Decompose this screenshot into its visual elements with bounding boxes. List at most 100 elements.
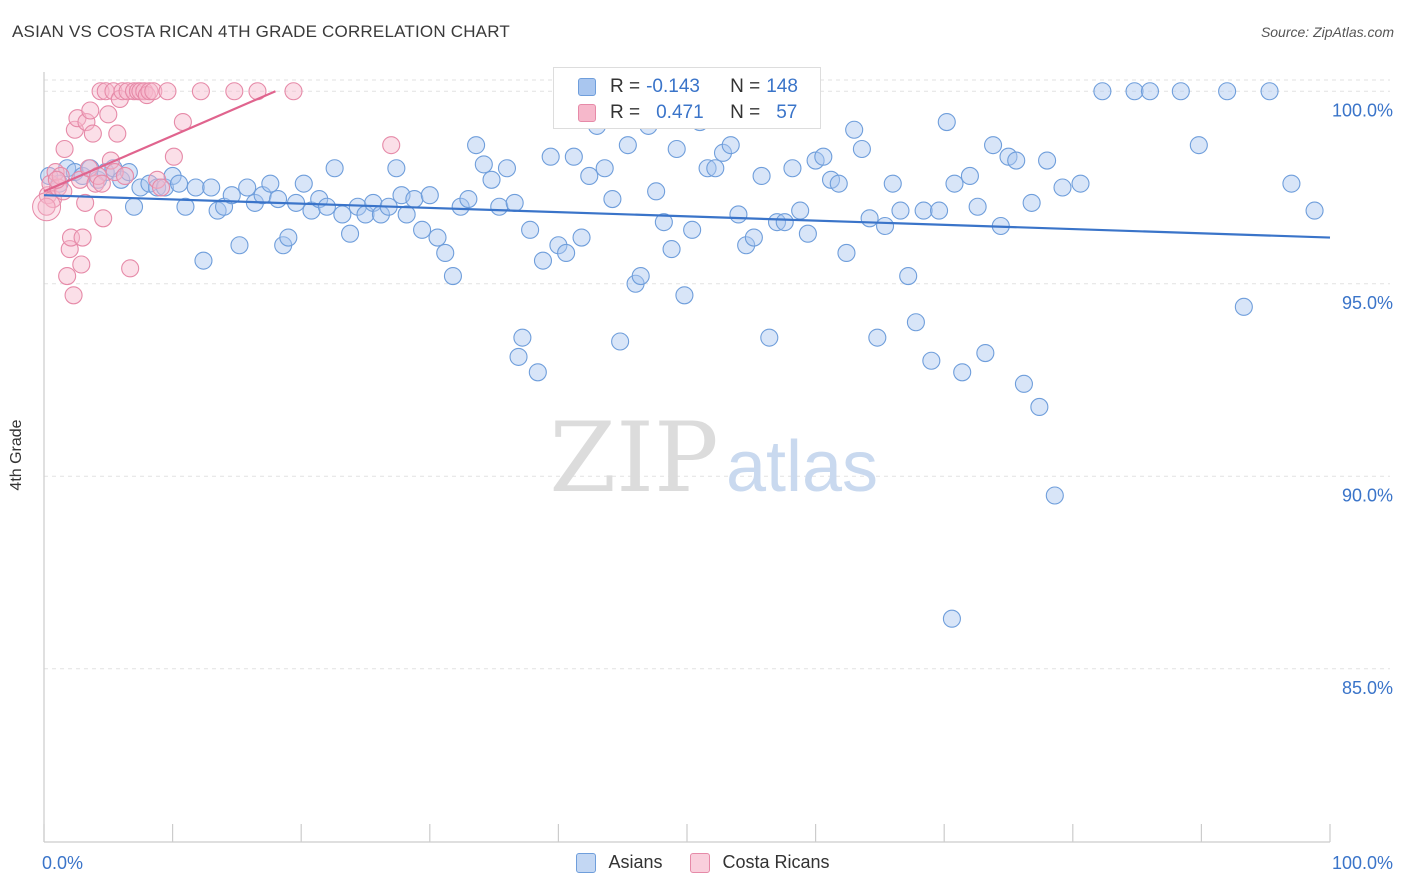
data-point (1260, 82, 1279, 101)
data-point (73, 228, 92, 247)
r-value-asians: -0.143 (646, 76, 700, 97)
data-point (845, 120, 864, 139)
data-point (333, 205, 352, 224)
n-value-costa-ricans: 57 (776, 102, 798, 123)
data-point (420, 186, 439, 205)
data-point (397, 205, 416, 224)
data-point (105, 163, 124, 182)
data-point (191, 82, 210, 101)
r-value-costa-ricans: 0.471 (656, 102, 704, 123)
data-point (937, 113, 956, 132)
data-point (238, 178, 257, 197)
data-point (595, 159, 614, 178)
data-point (968, 197, 987, 216)
data-point (1282, 174, 1301, 193)
data-point (860, 209, 879, 228)
data-point (667, 139, 686, 159)
data-point (83, 124, 102, 143)
data-point (706, 159, 725, 178)
data-point (953, 363, 972, 382)
data-point (294, 174, 313, 193)
series-legend: Asians Costa Ricans (0, 852, 1406, 873)
data-point (225, 82, 244, 101)
data-point (549, 236, 568, 255)
data-point (528, 363, 547, 382)
data-point (382, 136, 401, 155)
legend-label-costa-ricans: Costa Ricans (722, 852, 830, 872)
data-point (1053, 178, 1072, 197)
data-point (284, 82, 303, 101)
data-point (875, 216, 895, 236)
data-point (72, 255, 91, 274)
data-point (721, 136, 740, 155)
data-point (1030, 397, 1049, 417)
stats-legend: R = -0.143 N = 148 R = 0.471 N = 57 (553, 67, 821, 129)
data-point (654, 213, 673, 232)
y-tick-label: 90.0% (1342, 485, 1393, 505)
data-point (94, 209, 113, 228)
data-point (930, 201, 949, 220)
legend-label-asians: Asians (608, 852, 663, 872)
data-point (279, 228, 298, 247)
data-point (140, 82, 159, 101)
data-point (521, 220, 540, 239)
data-point (158, 82, 177, 101)
x-tick-label: 0.0% (42, 853, 83, 873)
series-asians (40, 82, 1324, 628)
data-point (202, 178, 221, 197)
data-point (760, 328, 779, 347)
data-point (814, 147, 833, 166)
data-point (58, 266, 77, 286)
data-point (798, 224, 817, 243)
n-value-asians: 148 (766, 76, 798, 97)
data-point (698, 159, 717, 178)
data-point (683, 220, 702, 239)
data-point (169, 174, 189, 193)
data-point (513, 328, 532, 347)
data-point (32, 192, 62, 222)
data-point (60, 240, 79, 259)
data-point (922, 351, 941, 370)
data-point (868, 328, 887, 347)
data-point (222, 186, 241, 205)
y-tick-label: 85.0% (1342, 678, 1393, 698)
data-point (474, 155, 493, 174)
data-point (121, 259, 140, 278)
data-point (1022, 193, 1041, 212)
data-point (984, 136, 1003, 155)
data-point (744, 228, 763, 247)
data-point (151, 178, 171, 197)
legend-item-costa-ricans[interactable]: Costa Ricans (690, 852, 830, 873)
trend-lines (43, 90, 1331, 239)
data-point (76, 193, 95, 212)
data-point (230, 236, 249, 255)
data-point (662, 240, 681, 259)
data-point (1007, 151, 1026, 170)
data-point (443, 266, 462, 286)
legend-swatch-costa-ricans (690, 852, 711, 873)
legend-item-asians[interactable]: Asians (576, 852, 662, 873)
data-point (557, 243, 576, 262)
data-point (77, 113, 96, 132)
trend-line-costa-ricans (43, 90, 276, 193)
data-point (497, 159, 517, 178)
data-point (914, 201, 933, 220)
data-point (490, 197, 509, 216)
legend-swatch-asians (576, 852, 597, 873)
data-point (891, 201, 910, 220)
data-point (647, 182, 666, 201)
chart-title: ASIAN VS COSTA RICAN 4TH GRADE CORRELATI… (12, 22, 510, 41)
data-point (509, 347, 528, 366)
data-point (767, 213, 787, 232)
y-tick-label: 95.0% (1342, 293, 1393, 313)
data-point (144, 82, 163, 101)
n-label: N = (730, 76, 761, 97)
data-point (124, 197, 144, 216)
data-point (675, 286, 694, 305)
tick-labels: 100.0% 95.0% 90.0% 85.0% 0.0% 100.0% (42, 100, 1393, 873)
data-point (906, 313, 925, 332)
data-point (1140, 82, 1160, 101)
data-point (1189, 136, 1208, 155)
x-tick-label: 100.0% (1332, 853, 1393, 873)
data-points (32, 82, 1324, 628)
